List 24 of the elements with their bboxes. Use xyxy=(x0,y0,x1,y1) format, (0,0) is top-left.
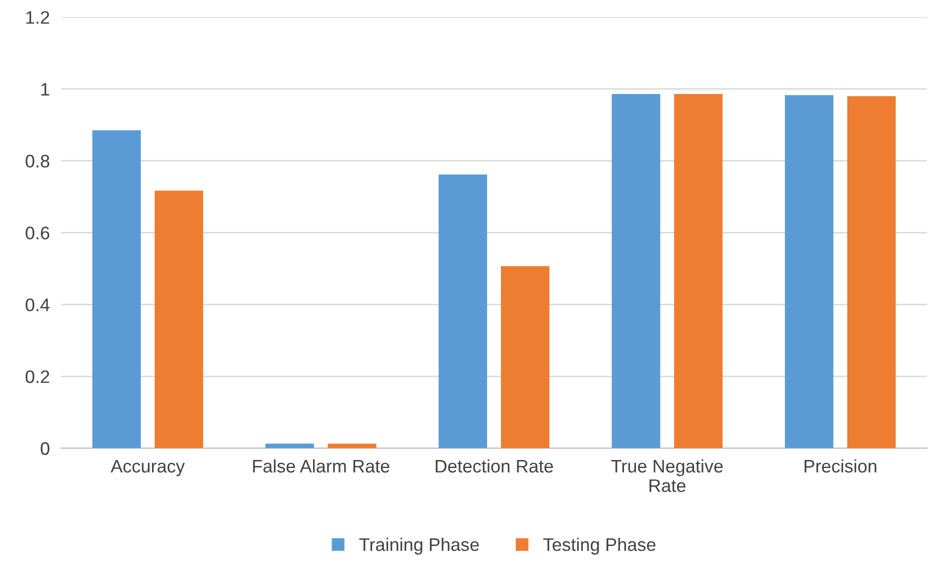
bar xyxy=(438,174,488,448)
x-tick-label: Accuracy xyxy=(110,460,185,476)
y-tick-label: 0.2 xyxy=(26,370,50,384)
bar xyxy=(674,94,723,448)
y-tick-label: 0.6 xyxy=(26,226,50,240)
y-tick-label: 1.2 xyxy=(26,11,50,24)
bar xyxy=(500,266,550,448)
bar xyxy=(612,94,660,448)
legend-label: Testing Phase xyxy=(543,538,656,555)
y-tick-label: 1 xyxy=(41,83,50,96)
y-tick-label: 0.8 xyxy=(26,154,50,168)
bar xyxy=(328,444,376,448)
bar xyxy=(154,190,204,448)
bar xyxy=(847,96,896,448)
x-tick-label: False Alarm Rate xyxy=(253,459,390,473)
x-tick-label: True Negative Rate xyxy=(611,459,723,492)
bar xyxy=(784,95,834,448)
y-tick-label: 0 xyxy=(40,442,50,455)
bar xyxy=(265,444,314,448)
y-tick-label: 0.4 xyxy=(26,298,50,312)
x-tick-label: Precision xyxy=(804,459,876,473)
x-tick-label: Detection Rate xyxy=(436,459,553,473)
legend-label: Training Phase xyxy=(359,538,479,555)
bar xyxy=(92,130,141,448)
